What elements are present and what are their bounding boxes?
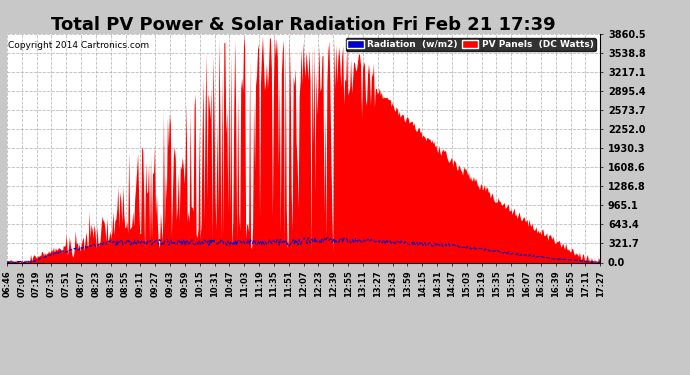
Text: Copyright 2014 Cartronics.com: Copyright 2014 Cartronics.com	[8, 40, 149, 50]
Legend: Radiation  (w/m2), PV Panels  (DC Watts): Radiation (w/m2), PV Panels (DC Watts)	[346, 38, 595, 51]
Title: Total PV Power & Solar Radiation Fri Feb 21 17:39: Total PV Power & Solar Radiation Fri Feb…	[51, 16, 556, 34]
